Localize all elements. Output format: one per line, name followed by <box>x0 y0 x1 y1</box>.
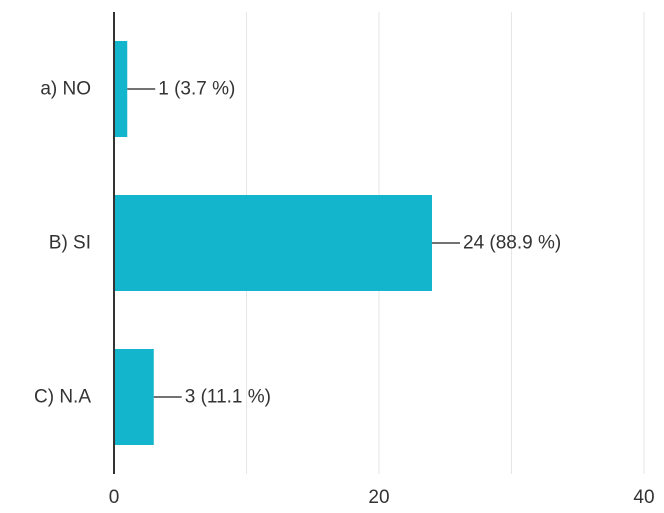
category-label: B) SI <box>49 233 91 254</box>
bars <box>114 41 432 445</box>
x-axis-tick-labels: 0 20 40 <box>109 487 655 508</box>
category-label: a) NO <box>40 79 91 100</box>
data-label: 3 (11.1 %) <box>185 387 271 408</box>
category-labels: a) NO B) SI C) N.A <box>34 79 91 408</box>
data-label: 24 (88.9 %) <box>463 233 561 254</box>
data-labels: 1 (3.7 %) 24 (88.9 %) 3 (11.1 %) <box>158 79 561 408</box>
data-label: 1 (3.7 %) <box>158 79 235 100</box>
category-label: C) N.A <box>34 387 91 408</box>
x-tick-label: 0 <box>109 487 120 508</box>
data-label-leaders <box>127 88 460 398</box>
bar <box>114 349 154 445</box>
x-tick-label: 20 <box>368 487 389 508</box>
bar <box>114 195 432 291</box>
bar <box>114 41 128 137</box>
x-tick-label: 40 <box>633 487 654 508</box>
